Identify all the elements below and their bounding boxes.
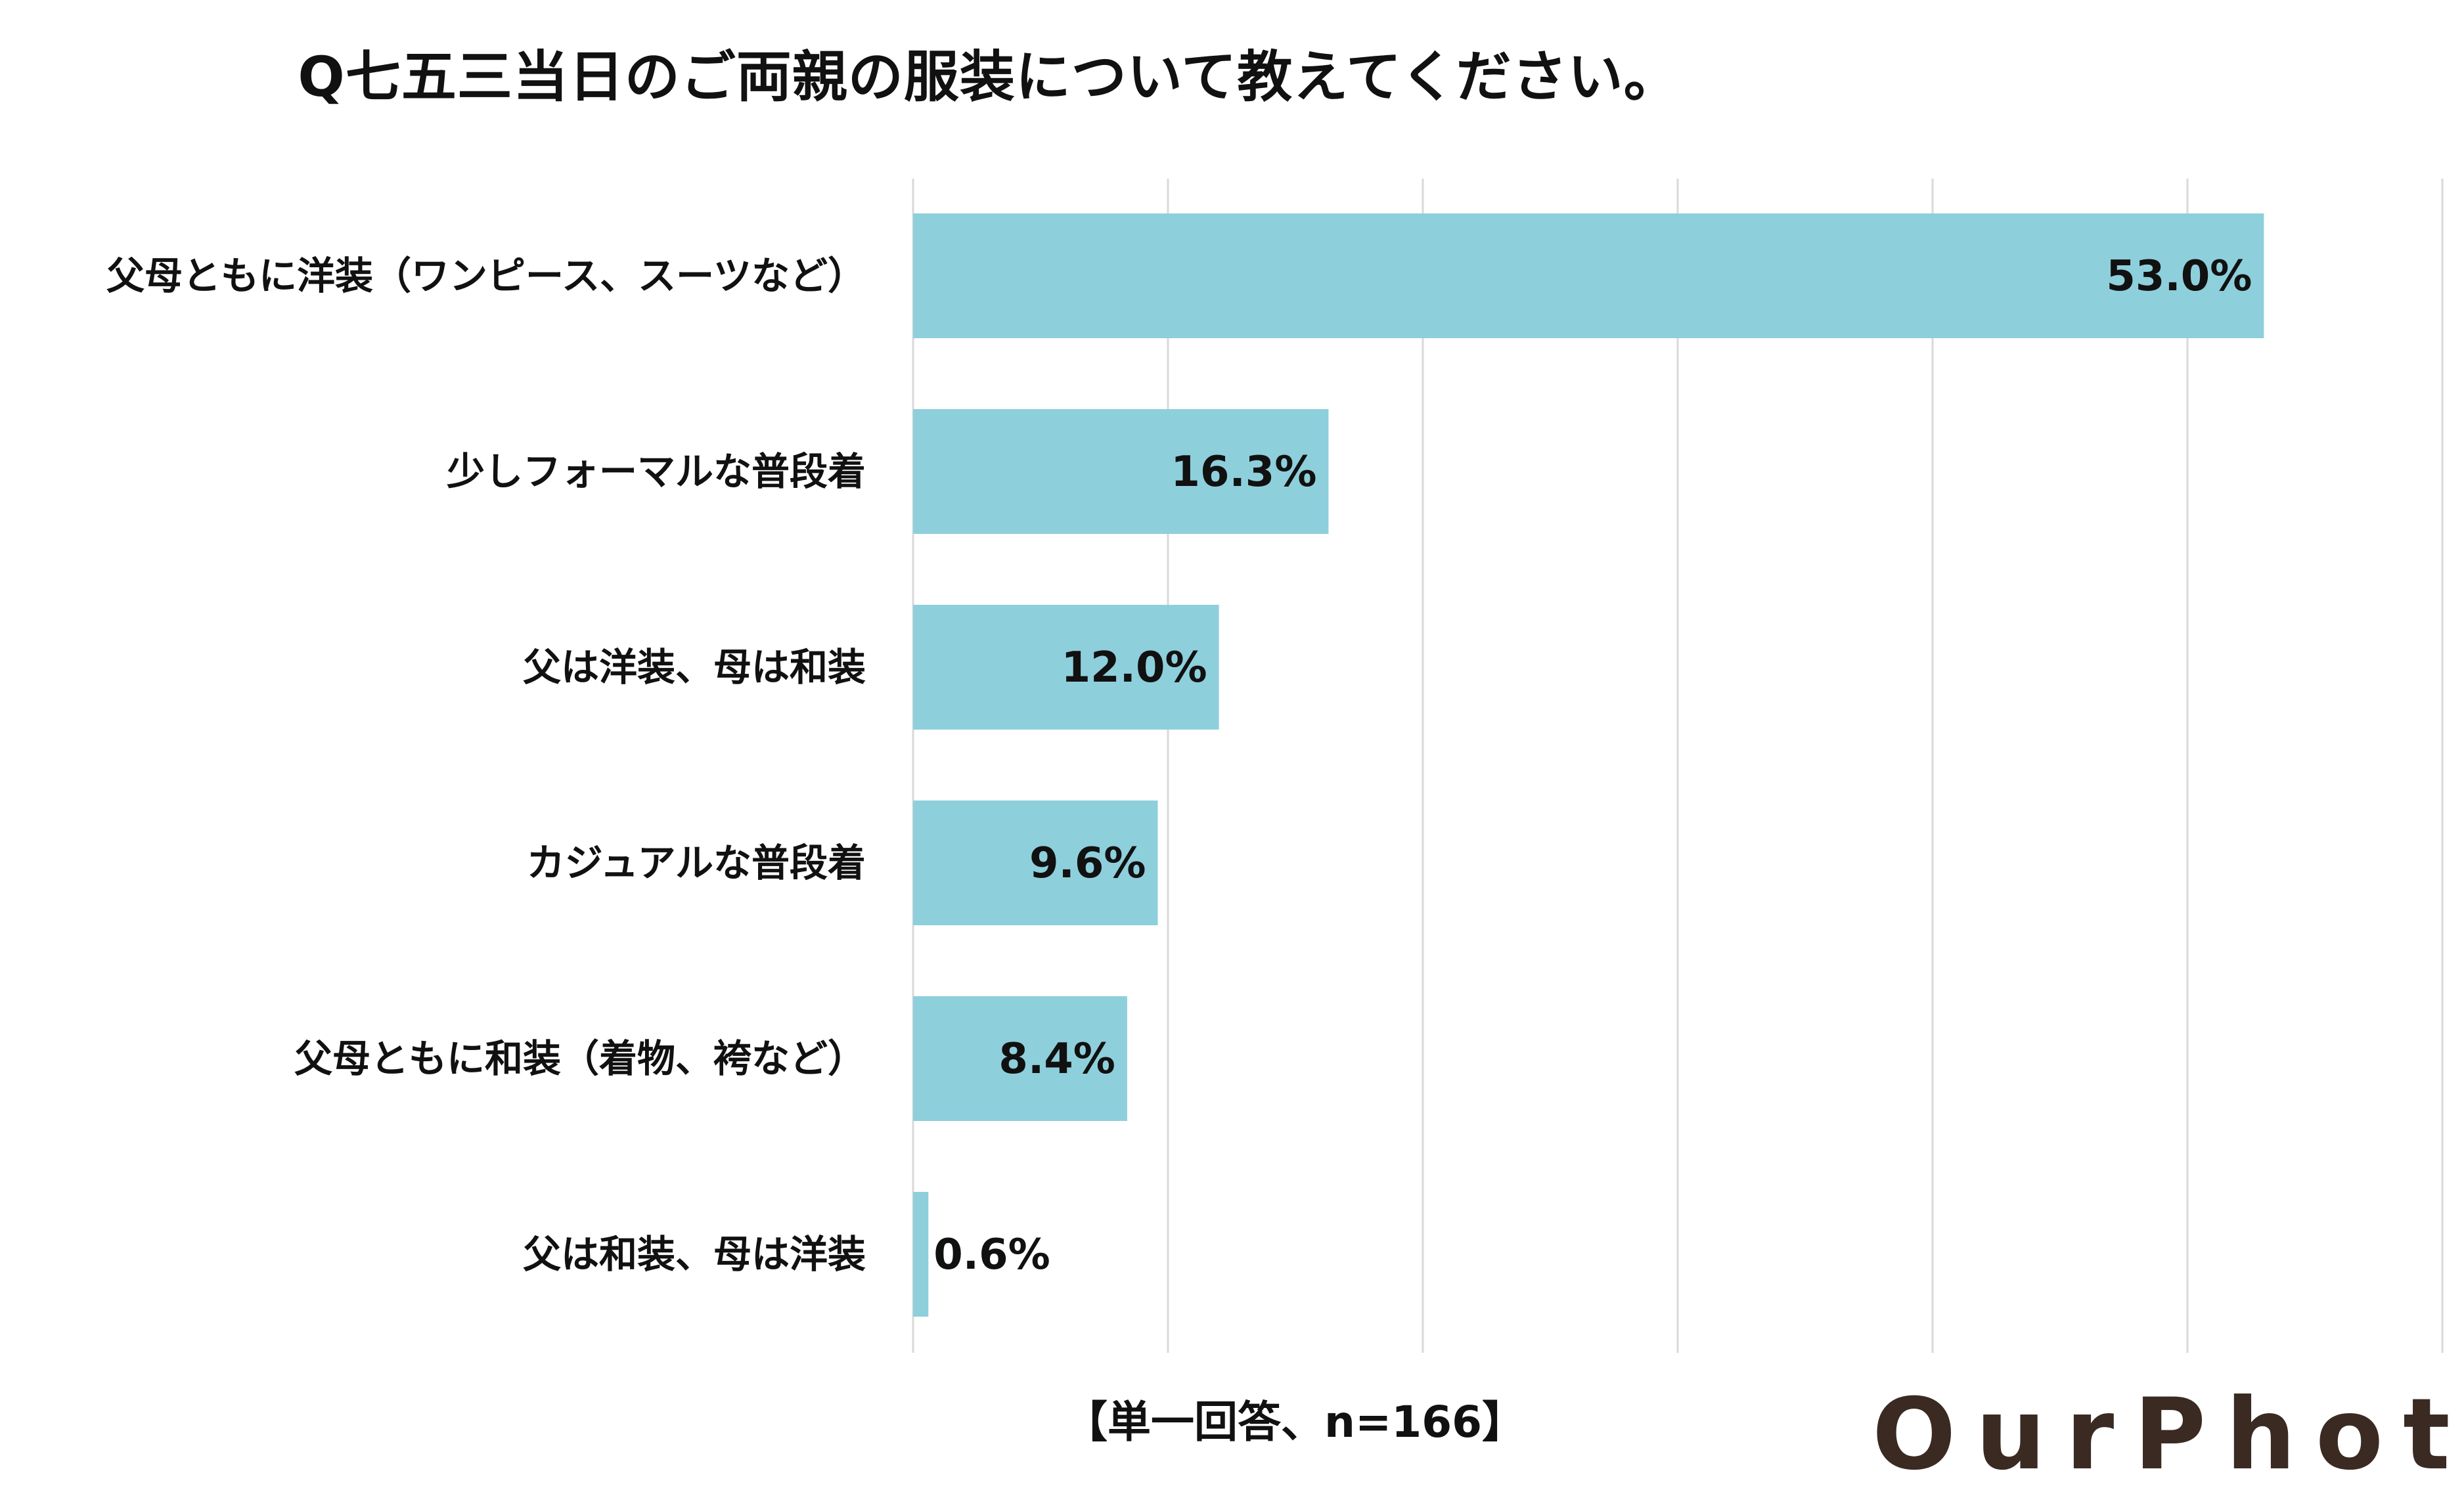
gridlines: [912, 179, 2444, 1353]
value-label-3: 9.6%: [1029, 839, 1146, 888]
value-labels: 53.0% 16.3% 12.0% 9.6% 8.4% 0.6%: [933, 252, 2252, 1279]
category-label-1: 少しフォーマルな普段着: [447, 449, 866, 494]
category-label-0: 父母ともに洋装（ワンピース、スーツなど）: [106, 253, 866, 298]
category-label-3: カジュアルな普段着: [527, 841, 866, 885]
brand-logo: OurPhoto: [1872, 1378, 2464, 1492]
value-label-1: 16.3%: [1171, 448, 1316, 496]
value-label-4: 8.4%: [998, 1035, 1115, 1084]
sample-note: 【単一回答、n=166】: [1064, 1397, 1526, 1447]
category-label-2: 父は洋装、母は和装: [523, 645, 866, 690]
bar-4: [913, 996, 1127, 1121]
bars: [913, 213, 2264, 1317]
bar-2: [913, 605, 1219, 730]
category-labels: 父母ともに洋装（ワンピース、スーツなど） 少しフォーマルな普段着父は洋装、母は和装…: [106, 253, 866, 1277]
chart-title: Q七五三当日のご両親の服装について教えてください。: [298, 45, 1680, 109]
category-label-5: 父は和装、母は洋装: [523, 1232, 866, 1277]
value-label-5: 0.6%: [933, 1231, 1050, 1279]
bar-3: [913, 801, 1158, 925]
category-label-4: 父母ともに和装（着物、袴など）: [294, 1036, 866, 1081]
bar-5: [913, 1192, 929, 1317]
bar-1: [913, 409, 1329, 534]
value-label-0: 53.0%: [2106, 252, 2252, 301]
value-label-2: 12.0%: [1062, 644, 1207, 692]
bar-0: [913, 213, 2264, 338]
